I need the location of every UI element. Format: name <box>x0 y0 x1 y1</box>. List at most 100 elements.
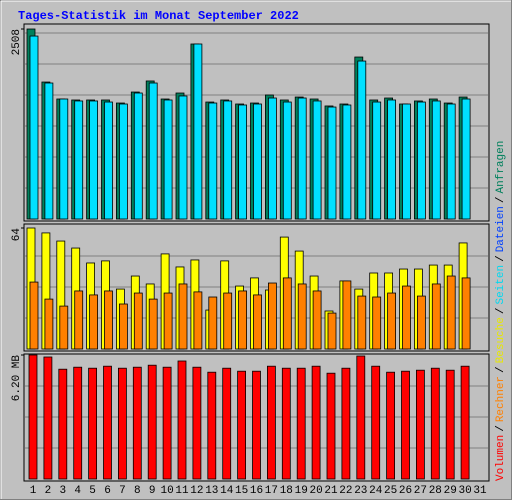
x-tick-label: 12 <box>190 485 203 497</box>
bar <box>446 275 456 350</box>
bar <box>104 101 113 220</box>
x-tick-label: 18 <box>280 485 293 497</box>
bar <box>28 354 38 480</box>
x-tick-label: 17 <box>265 485 278 497</box>
x-tick-label: 11 <box>175 485 189 497</box>
x-tick-label: 15 <box>235 485 248 497</box>
bar <box>147 364 157 480</box>
x-tick-label: 27 <box>414 485 427 497</box>
bar <box>297 97 307 220</box>
x-tick-label: 30 <box>458 485 471 497</box>
bar <box>178 95 188 220</box>
bar <box>104 290 113 350</box>
x-tick-label: 8 <box>134 485 141 497</box>
bar <box>29 35 39 220</box>
bar <box>207 371 217 480</box>
bar <box>119 103 128 220</box>
bar <box>372 101 382 220</box>
bar <box>132 366 142 480</box>
bar <box>163 292 173 350</box>
bar <box>193 43 203 220</box>
bar <box>59 98 69 220</box>
bar <box>281 367 291 480</box>
legend-separator: / <box>495 366 507 373</box>
bar <box>266 365 276 480</box>
bar <box>296 367 306 480</box>
x-tick-label: 29 <box>444 485 457 497</box>
bar <box>357 60 367 220</box>
bar <box>193 291 203 350</box>
bar <box>461 277 471 350</box>
x-tick-label: 6 <box>104 485 111 497</box>
bar <box>461 98 471 220</box>
bar <box>297 283 307 350</box>
x-tick-label: 1 <box>30 485 37 497</box>
x-tick-label: 4 <box>74 485 81 497</box>
y-tick-label: 64 <box>11 228 23 242</box>
legend-separator: / <box>495 196 507 203</box>
x-tick-label: 26 <box>399 485 412 497</box>
bar <box>282 277 292 350</box>
bar <box>252 370 261 480</box>
bar <box>208 296 218 350</box>
bar <box>74 100 84 220</box>
bar <box>192 366 202 480</box>
bar <box>430 367 440 480</box>
bar <box>89 294 98 350</box>
bar <box>282 101 292 220</box>
bar <box>342 280 352 350</box>
bar <box>387 292 397 350</box>
x-tick-label: 20 <box>309 485 322 497</box>
bar <box>431 283 441 350</box>
bar <box>43 356 53 480</box>
x-tick-label: 2 <box>45 485 52 497</box>
bar <box>372 296 382 350</box>
bar <box>387 99 397 220</box>
bar <box>267 97 277 220</box>
bar <box>431 100 441 220</box>
legend-entry: Besuche <box>495 317 507 363</box>
bar <box>58 368 68 480</box>
bar <box>327 106 337 220</box>
x-tick-label: 19 <box>295 485 308 497</box>
bar <box>267 282 277 350</box>
bar <box>133 292 143 350</box>
x-tick-label: 14 <box>220 485 234 497</box>
bar <box>326 372 336 480</box>
x-tick-label: 13 <box>205 485 218 497</box>
bar <box>148 82 158 220</box>
bar <box>341 367 351 480</box>
bar <box>222 367 232 480</box>
x-tick-label: 16 <box>250 485 263 497</box>
legend-entry: Rechner <box>495 376 507 422</box>
y-tick-label: 2508 <box>11 29 23 55</box>
bar <box>312 100 322 220</box>
bar <box>253 294 262 350</box>
bar <box>44 298 54 350</box>
bar <box>402 285 411 350</box>
x-tick-label: 28 <box>429 485 442 497</box>
bar <box>118 367 127 480</box>
x-tick-label: 5 <box>89 485 96 497</box>
bar <box>89 100 98 220</box>
bar <box>401 370 410 480</box>
legend-entry: Dateien <box>495 206 507 252</box>
chart-title: Tages-Statistik im Monat September 2022 <box>18 9 299 23</box>
x-tick-label: 31 <box>473 485 487 497</box>
bar <box>163 99 173 220</box>
legend-entry: Anfragen <box>495 141 507 194</box>
bar <box>238 104 248 220</box>
x-tick-label: 21 <box>324 485 338 497</box>
bar <box>59 305 69 350</box>
bar <box>342 104 352 220</box>
bar <box>44 82 54 220</box>
x-tick-label: 25 <box>384 485 397 497</box>
x-tick-label: 9 <box>149 485 156 497</box>
legend-separator: / <box>495 255 507 262</box>
bar <box>237 370 247 480</box>
legend-entry: Volumen <box>495 435 507 481</box>
y-tick-label: 6.20 MB <box>11 355 23 402</box>
bar <box>402 103 411 220</box>
bar <box>178 283 188 350</box>
